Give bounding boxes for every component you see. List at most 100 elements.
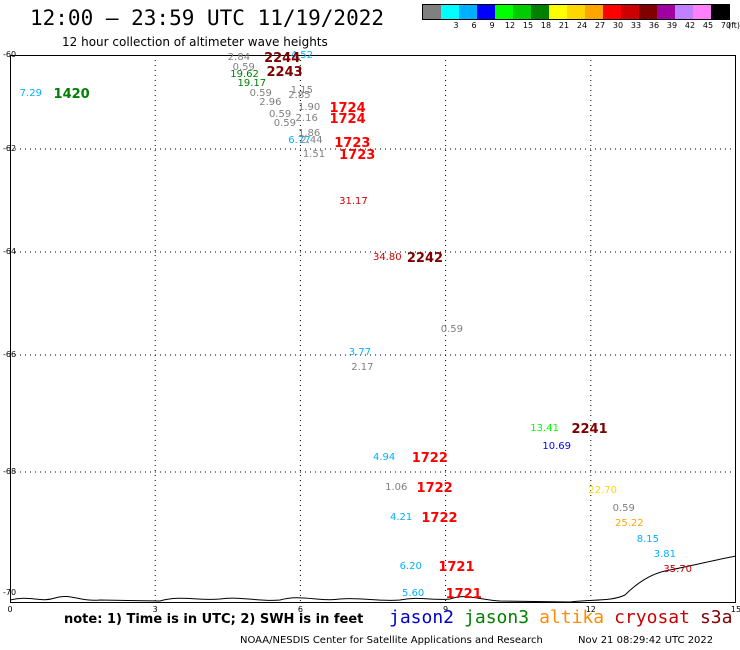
pass-time-label: 1722 [421, 511, 458, 527]
latitude-tick-label: -70 [3, 588, 17, 597]
map-border [10, 55, 736, 603]
wave-height-label: 2.85 [288, 89, 311, 101]
satellite-jason2-label: jason2 [389, 607, 455, 628]
longitude-tick-label: 0 [7, 605, 13, 614]
color-legend [422, 4, 730, 20]
legend-swatch [495, 5, 513, 19]
longitude-tick-label: 12 [585, 605, 596, 614]
legend-swatch [621, 5, 639, 19]
latitude-tick-label: -68 [3, 467, 17, 476]
credit-line: NOAA/NESDIS Center for Satellite Applica… [240, 635, 543, 646]
legend-tick-label: 33 [630, 21, 642, 30]
legend-tick-label: 42 [684, 21, 696, 30]
wave-height-label: 5.60 [402, 588, 425, 599]
wave-height-label: 1.15 [290, 85, 313, 97]
legend-swatch [603, 5, 621, 19]
wave-height-label: 4.52 [290, 50, 313, 61]
map-subtitle: 12 hour collection of altimeter wave hei… [62, 35, 328, 49]
legend-swatch [639, 5, 657, 19]
wave-height-label: 10.69 [542, 440, 572, 452]
legend-swatch [423, 5, 441, 19]
wave-height-label: 1.90 [297, 101, 321, 113]
latitude-tick-label: -64 [3, 247, 17, 256]
latitude-tick-label: -62 [3, 144, 17, 153]
legend-swatch [477, 5, 495, 19]
satellite-s3a-label: s3a [699, 607, 733, 628]
legend-swatch [693, 5, 711, 19]
satellite-altika-label: altika [539, 607, 605, 628]
legend-swatch [567, 5, 585, 19]
wave-height-label: 2.16 [295, 113, 318, 125]
pass-time-label: 2244 [264, 51, 301, 67]
satellite-legend: jason2 jason3 altika cryosat s3a [389, 607, 740, 628]
wave-height-label: 4.94 [373, 452, 396, 464]
wave-height-label: 34.80 [373, 252, 402, 264]
wave-height-label: 3.81 [653, 548, 676, 560]
wave-height-label: 19.17 [237, 78, 267, 90]
wave-height-label: 6.20 [399, 560, 422, 572]
legend-tick-label: 15 [522, 21, 534, 30]
legend-tick-label: 70 [720, 21, 732, 30]
map-title: 12:00 – 23:59 UTC 11/19/2022 [30, 6, 385, 30]
wave-height-label: 35.70 [663, 563, 693, 575]
wave-height-label: 1.86 [297, 127, 321, 139]
legend-swatch [549, 5, 567, 19]
pass-time-label: 2242 [406, 251, 444, 267]
wave-height-label: 1.51 [302, 149, 326, 161]
pass-time-label: 1723 [339, 148, 376, 164]
latitude-tick-label: -66 [3, 350, 17, 359]
wave-height-label: 0.59 [612, 503, 635, 515]
wave-height-label: 2.96 [259, 97, 282, 108]
legend-swatch [441, 5, 459, 19]
latitude-tick-label: -60 [3, 50, 17, 59]
wave-height-label: 0.59 [232, 61, 255, 73]
wave-height-label: 31.17 [339, 195, 368, 207]
pass-time-label: 1723 [334, 135, 371, 151]
legend-swatch [657, 5, 675, 19]
legend-tick-label: 21 [558, 21, 570, 30]
wave-height-label: 13.41 [530, 423, 559, 435]
generation-timestamp: Nov 21 08:29:42 UTC 2022 [578, 635, 714, 646]
legend-tick-label: 30 [612, 21, 624, 30]
wave-height-label: 2.44 [300, 134, 323, 146]
pass-time-label: 2241 [571, 422, 608, 438]
legend-tick-label: 27 [594, 21, 606, 30]
wave-height-label: 0.59 [268, 108, 292, 120]
legend-tick-label: 6 [471, 21, 477, 30]
legend-tick-label: 45 [702, 21, 714, 30]
wave-height-label: 25.22 [615, 518, 644, 530]
footer-note: note: 1) Time is in UTC; 2) SWH is in fe… [64, 612, 364, 627]
legend-unit-label: (ft) [727, 21, 740, 30]
wave-height-label: 0.59 [440, 324, 464, 336]
wave-height-label: 6.77 [288, 134, 311, 146]
pass-time-label: 1721 [445, 587, 482, 602]
satellite-jason3-label: jason3 [464, 607, 530, 628]
longitude-tick-label: 6 [297, 605, 303, 614]
wave-height-label: 4.21 [389, 512, 413, 524]
wave-height-label: 8.15 [636, 533, 660, 545]
longitude-tick-label: 3 [152, 605, 158, 614]
pass-time-label: 1724 [329, 112, 366, 128]
legend-tick-label: 18 [540, 21, 552, 30]
legend-tick-label: 24 [576, 21, 588, 30]
legend-tick-label: 39 [666, 21, 678, 30]
legend-swatch [513, 5, 531, 19]
wave-height-label: 0.59 [249, 87, 272, 99]
pass-time-label: 1724 [329, 100, 366, 116]
legend-tick-label: 3 [453, 21, 459, 30]
wave-height-label: 1.06 [385, 482, 408, 494]
legend-swatch [585, 5, 603, 19]
coastline [10, 555, 736, 603]
satellite-cryosat-label: cryosat [614, 607, 690, 628]
pass-time-label: 1420 [53, 86, 90, 102]
wave-height-label: 7.29 [19, 87, 42, 99]
legend-swatch [711, 5, 729, 19]
pass-time-label: 1721 [438, 559, 475, 575]
wave-height-label: 2.84 [227, 52, 251, 64]
pass-time-label: 2243 [266, 65, 303, 81]
wave-height-label: 19.62 [230, 68, 259, 80]
wave-height-label: 2.17 [351, 361, 374, 373]
longitude-tick-label: 15 [730, 605, 740, 614]
legend-tick-label: 12 [504, 21, 516, 30]
legend-swatch [675, 5, 693, 19]
